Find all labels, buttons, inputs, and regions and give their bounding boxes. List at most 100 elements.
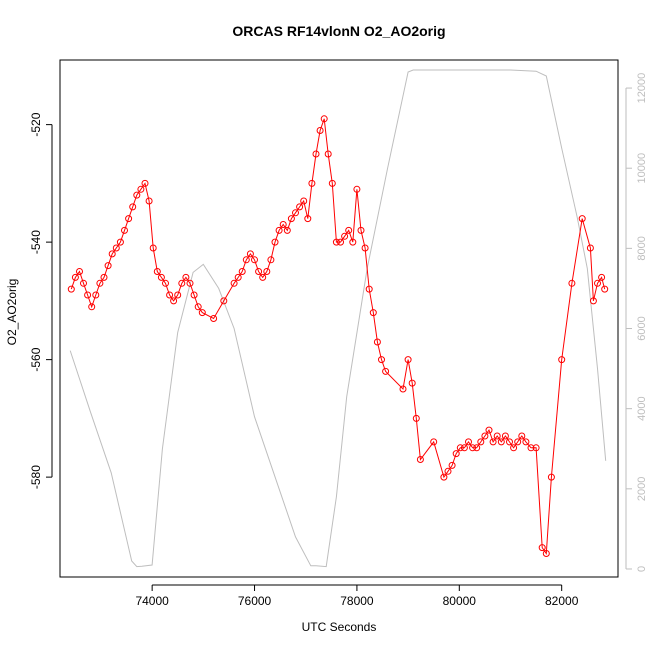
data-point: [345, 226, 353, 234]
x-tick-label: 78000: [340, 594, 374, 608]
data-point: [67, 285, 75, 293]
data-point: [178, 279, 186, 287]
data-point: [412, 414, 420, 422]
data-point: [481, 432, 489, 440]
data-point: [104, 262, 112, 270]
data-point: [242, 256, 250, 264]
data-point: [378, 356, 385, 364]
data-point: [594, 279, 601, 287]
data-point: [598, 273, 606, 281]
o2-line: [70, 118, 606, 555]
data-point: [382, 367, 390, 375]
data-point: [271, 238, 279, 246]
o2-series: [67, 115, 609, 557]
data-point: [456, 444, 464, 452]
data-point: [162, 279, 169, 287]
data-point: [341, 232, 349, 240]
data-point: [275, 226, 283, 234]
data-point: [76, 268, 83, 275]
data-point: [149, 244, 157, 252]
data-point: [182, 273, 190, 281]
data-point: [296, 203, 304, 211]
data-point: [416, 456, 424, 463]
data-point: [369, 309, 377, 317]
data-point: [361, 244, 369, 252]
data-point: [328, 179, 336, 187]
data-point: [100, 273, 108, 281]
data-point: [194, 303, 202, 311]
data-point: [198, 309, 206, 317]
data-point: [145, 197, 153, 205]
data-point: [497, 438, 505, 446]
data-point: [408, 379, 416, 387]
data-point: [357, 226, 365, 234]
y-axis-label: O2_AO2orig: [5, 279, 19, 346]
data-point: [373, 338, 381, 346]
data-point: [186, 279, 194, 287]
data-point: [444, 467, 452, 475]
y-tick-label: -520: [29, 112, 43, 136]
data-point: [170, 297, 178, 305]
data-point: [337, 238, 344, 246]
data-point: [116, 238, 124, 246]
data-point: [174, 291, 182, 299]
data-point: [112, 244, 120, 252]
data-point: [141, 179, 149, 187]
data-point: [353, 185, 361, 193]
data-point: [88, 303, 96, 311]
data-point: [469, 444, 477, 452]
data-point: [220, 297, 228, 305]
data-point: [84, 291, 92, 299]
data-point: [542, 550, 550, 557]
data-point: [210, 315, 218, 322]
data-point: [440, 473, 448, 481]
data-point: [465, 438, 472, 446]
data-point: [108, 250, 116, 258]
data-point: [125, 215, 133, 223]
altitude-series: [69, 69, 607, 568]
y-right-tick-label: 10000: [636, 153, 648, 184]
data-point: [251, 256, 258, 264]
altitude-line: [69, 69, 607, 568]
data-point: [332, 238, 340, 246]
data-point: [255, 268, 263, 275]
data-point: [292, 209, 299, 217]
data-point: [460, 444, 468, 452]
data-point: [320, 115, 328, 123]
data-point: [493, 432, 501, 440]
y-right-tick-label: 12000: [636, 73, 648, 104]
data-point: [518, 432, 526, 440]
y-axis-right: 0 2000 4000 6000 8000 10000 12000: [625, 73, 648, 572]
data-point: [246, 250, 254, 258]
data-point: [586, 244, 594, 252]
data-point: [157, 273, 165, 281]
data-point: [263, 268, 271, 275]
data-point: [430, 438, 438, 446]
data-point: [129, 203, 137, 211]
data-point: [324, 150, 332, 158]
data-point: [532, 444, 540, 452]
data-point: [137, 185, 145, 193]
y-tick-label: -540: [29, 230, 43, 254]
data-point: [267, 256, 275, 264]
x-tick-label: 74000: [135, 594, 169, 608]
data-point: [300, 197, 308, 205]
data-point: [283, 226, 291, 234]
data-point: [506, 438, 513, 446]
data-point: [166, 291, 174, 299]
data-point: [96, 279, 104, 287]
data-point: [404, 356, 412, 364]
data-point: [133, 191, 141, 199]
y-tick-label: -560: [29, 347, 43, 371]
data-point: [230, 279, 238, 287]
x-tick-label: 76000: [238, 594, 272, 608]
data-point: [279, 221, 287, 228]
data-point: [547, 473, 555, 481]
data-point: [477, 438, 485, 446]
data-point: [473, 444, 481, 452]
data-point: [365, 285, 373, 293]
data-point: [514, 438, 522, 446]
y-right-tick-label: 2000: [636, 477, 648, 501]
data-point: [234, 273, 242, 281]
x-axis-label: UTC Seconds: [302, 620, 377, 634]
